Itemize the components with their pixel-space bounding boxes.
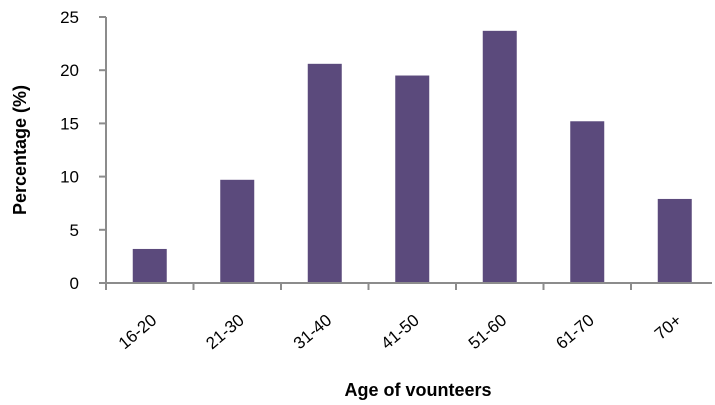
- x-tick-label: 31-40: [290, 311, 336, 354]
- y-tick-label: 25: [60, 8, 79, 27]
- y-tick-label: 5: [70, 221, 79, 240]
- bar-16-20: [132, 248, 167, 283]
- bar-41-50: [395, 75, 430, 284]
- x-tick-label: 16-20: [115, 311, 161, 354]
- x-tick-label: 61-70: [552, 311, 598, 354]
- y-tick-label: 10: [60, 168, 79, 187]
- y-ticks-group: 0 5 10 15 20 25: [60, 8, 106, 293]
- x-ticks-group: 16-20 21-30 31-40 41-50 51-60 61-70 70+: [105, 283, 685, 354]
- x-tick-label: 21-30: [202, 311, 248, 354]
- y-tick-label: 15: [60, 114, 79, 133]
- bar-61-70: [570, 121, 605, 283]
- x-tick-label: 41-50: [377, 311, 423, 354]
- y-axis-title: Percentage (%): [10, 85, 30, 215]
- bar-51-60: [482, 30, 517, 283]
- bar-70+: [657, 198, 692, 283]
- x-axis-title: Age of vounteers: [344, 380, 491, 400]
- bars-group: [132, 30, 692, 284]
- y-tick-label: 20: [60, 61, 79, 80]
- y-tick-label: 0: [70, 274, 79, 293]
- axes-group: [105, 17, 712, 284]
- x-tick-label: 51-60: [465, 311, 511, 354]
- bar-31-40: [307, 63, 342, 284]
- bar-21-30: [220, 179, 255, 283]
- x-tick-label: 70+: [651, 310, 685, 343]
